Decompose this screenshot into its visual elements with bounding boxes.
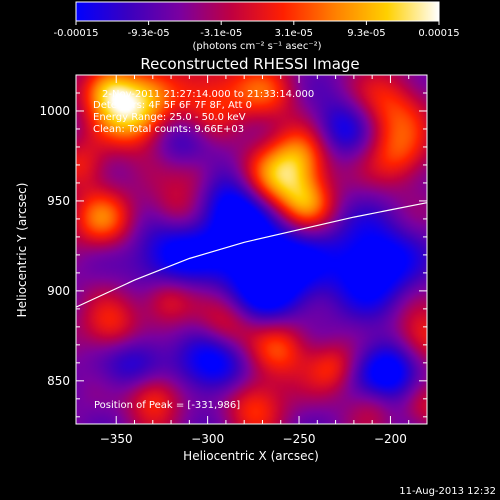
x-tick-label: −300 (191, 432, 224, 446)
y-tick-label: 1000 (39, 104, 70, 118)
y-tick-label: 950 (47, 194, 70, 208)
colorbar-tick-label: 3.1e-05 (275, 28, 313, 39)
chart-title: Reconstructed RHESSI Image (140, 55, 359, 73)
timestamp: 11-Aug-2013 12:32 (399, 486, 496, 497)
annotation-clean: Clean: Total counts: 9.66E+03 (93, 124, 244, 135)
colorbar-tick-label: -9.3e-05 (128, 28, 170, 39)
y-tick-label: 900 (47, 284, 70, 298)
x-tick-label: −350 (100, 432, 133, 446)
annotation-time: 2-Nov-2011 21:27:14.000 to 21:33:14.000 (102, 89, 314, 100)
y-tick-label: 850 (47, 374, 70, 388)
heatmap-image (76, 75, 427, 424)
annotation-energy: Energy Range: 25.0 - 50.0 keV (93, 112, 246, 123)
colorbar-ticks: -0.00015 -9.3e-05 -3.1e-05 3.1e-05 9.3e-05 0.… (54, 21, 460, 39)
colorbar-tick-label: 9.3e-05 (347, 28, 385, 39)
colorbar (75, 1, 440, 22)
colorbar-tick-label: -3.1e-05 (200, 28, 242, 39)
plot-frame (75, 74, 428, 425)
colorbar-unit: (photons cm⁻² s⁻¹ asec⁻²) (192, 41, 321, 52)
x-tick-label: −200 (374, 432, 407, 446)
x-tick-label: −250 (283, 432, 316, 446)
y-axis-label: Heliocentric Y (arcsec) (15, 183, 29, 318)
x-axis-label: Heliocentric X (arcsec) (183, 449, 319, 463)
solar-limb-curve (76, 202, 427, 308)
colorbar-tick-label: -0.00015 (54, 28, 99, 39)
annotation-peak: Position of Peak = [-331,986] (94, 400, 240, 411)
colorbar-tick-label: 0.00015 (418, 28, 459, 39)
annotation-detectors: Detectors: 4F 5F 6F 7F 8F, Att 0 (93, 100, 252, 111)
axes: −350 −300 −250 −200 850 900 950 1000 (39, 74, 428, 446)
